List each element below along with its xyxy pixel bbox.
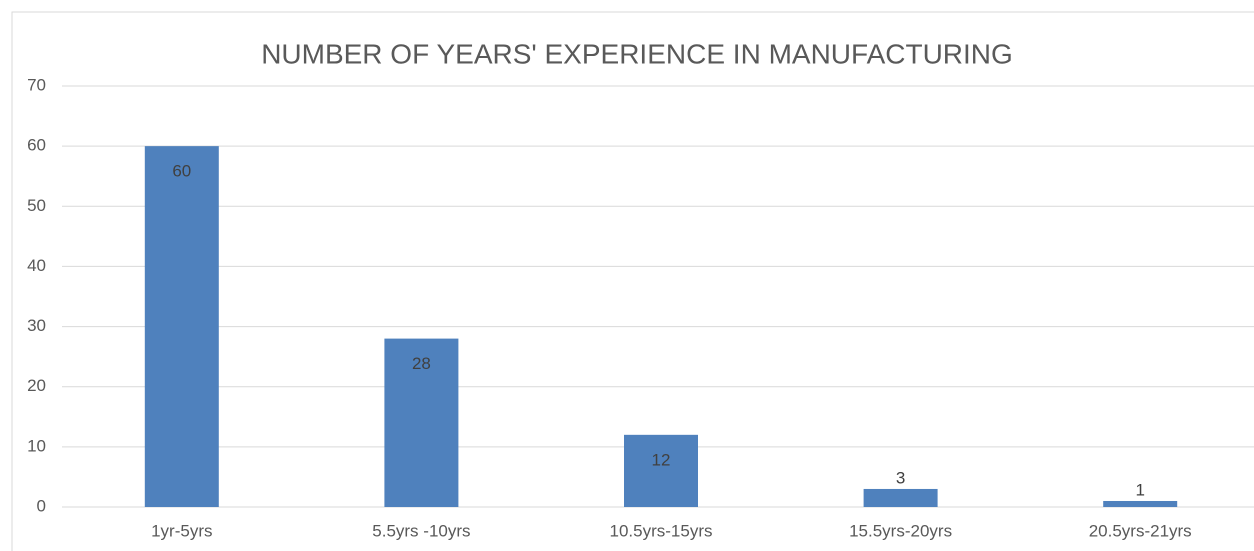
- bar: [144, 146, 219, 507]
- x-tick-label: 20.5yrs-21yrs: [1089, 521, 1192, 540]
- bar: [624, 434, 698, 507]
- chart-title: NUMBER OF YEARS' EXPERIENCE IN MANUFACTU…: [261, 38, 1013, 69]
- x-tick-label: 10.5yrs-15yrs: [610, 521, 713, 540]
- y-tick-label: 10: [27, 436, 46, 455]
- bar: [863, 488, 938, 507]
- y-tick-label: 50: [27, 196, 46, 215]
- x-tick-label: 5.5yrs -10yrs: [372, 521, 470, 540]
- data-label: 60: [172, 162, 191, 181]
- bar: [384, 338, 459, 507]
- y-tick-label: 30: [27, 316, 46, 335]
- y-tick-label: 60: [27, 136, 46, 155]
- bar: [1103, 500, 1178, 507]
- x-tick-label: 15.5yrs-20yrs: [849, 521, 952, 540]
- chart-frame: [11, 11, 1254, 551]
- data-label: 28: [412, 354, 431, 373]
- y-tick-label: 40: [27, 256, 46, 275]
- data-label: 3: [896, 468, 905, 487]
- y-tick-label: 0: [37, 496, 46, 515]
- y-tick-label: 70: [27, 75, 46, 94]
- x-tick-label: 1yr-5yrs: [151, 521, 212, 540]
- y-tick-label: 20: [27, 376, 46, 395]
- data-label: 12: [652, 450, 671, 469]
- data-label: 1: [1135, 480, 1144, 499]
